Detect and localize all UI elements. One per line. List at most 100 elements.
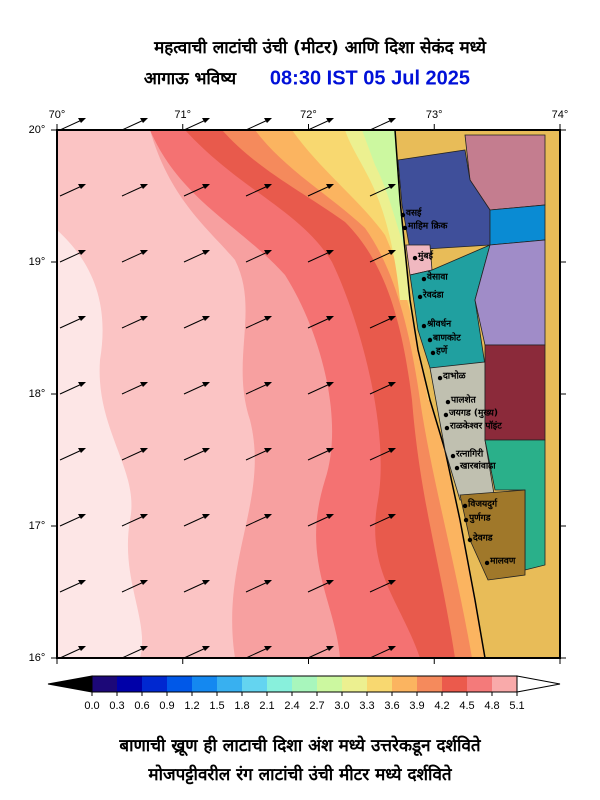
- wind-arrow-head: [78, 580, 86, 585]
- colorbar-swatch: [217, 676, 242, 692]
- wind-arrow-head: [202, 316, 210, 321]
- colorbar-swatch: [492, 676, 517, 692]
- wind-arrow-head: [264, 316, 272, 321]
- place-label: मुंबई: [417, 250, 434, 262]
- wind-arrow-head: [264, 184, 272, 189]
- colorbar-swatch: [392, 676, 417, 692]
- wind-arrow-head: [202, 184, 210, 189]
- wind-arrow-head: [388, 580, 396, 585]
- lat-tick-label: 19°: [29, 256, 46, 268]
- district: [459, 489, 526, 581]
- place-label: रत्नागिरी: [455, 448, 484, 460]
- colorbar-swatch: [417, 676, 442, 692]
- wind-arrow-head: [388, 250, 396, 255]
- lon-tick-label: 70°: [49, 109, 66, 121]
- wind-arrow-head: [202, 646, 210, 651]
- place-label: वसई: [405, 207, 423, 219]
- colorbar-tick-label: 3.9: [409, 700, 424, 712]
- wind-arrow-head: [78, 184, 86, 189]
- colorbar-under: [47, 675, 93, 693]
- lat-tick-label: 17°: [29, 520, 46, 532]
- colorbar-tick-label: 0.6: [134, 700, 149, 712]
- place-label: खारबांवाढा: [459, 461, 496, 472]
- contour: [222, 130, 485, 658]
- wind-arrow-head: [388, 184, 396, 189]
- colorbar-tick-label: 3.3: [359, 700, 374, 712]
- wind-arrow-head: [264, 382, 272, 387]
- place-marker: [463, 517, 469, 523]
- district: [409, 244, 491, 369]
- wind-arrow-head: [78, 250, 86, 255]
- wind-arrow-head: [326, 250, 334, 255]
- contour: [362, 130, 405, 250]
- colorbar-tick-label: 3.6: [384, 700, 399, 712]
- place-label: जयगड (मुख्य): [448, 408, 498, 418]
- colorbar-tick-label: 0.0: [84, 700, 99, 712]
- wind-arrow-head: [264, 448, 272, 453]
- wind-arrow-head: [140, 316, 148, 321]
- colorbar-tick-label: 4.8: [484, 700, 499, 712]
- title: महत्वाची लाटांची उंची (मीटर) आणि दिशा से…: [153, 37, 487, 58]
- wind-arrow-head: [388, 382, 396, 387]
- colorbar-swatch: [442, 676, 467, 692]
- lat-tick-label: 20°: [29, 124, 46, 136]
- place-marker: [462, 503, 468, 509]
- subtitle: आगाऊ भविष्य: [144, 68, 237, 89]
- wind-arrow-head: [140, 118, 148, 123]
- colorbar-swatch: [367, 676, 392, 692]
- wind-arrow-head: [78, 382, 86, 387]
- lon-tick-label: 74°: [552, 109, 569, 121]
- map: [57, 130, 560, 658]
- place-marker: [421, 276, 427, 282]
- wind-arrow-head: [78, 316, 86, 321]
- wind-arrow-head: [264, 580, 272, 585]
- lat-tick-label: 18°: [29, 388, 46, 400]
- contour: [57, 230, 143, 658]
- wind-arrow-head: [388, 118, 396, 123]
- wind-arrows: [59, 118, 396, 659]
- wind-arrow-head: [388, 448, 396, 453]
- wind-arrow-head: [78, 118, 86, 123]
- colorbar-swatch: [92, 676, 117, 692]
- colorbar-tick-label: 0.3: [109, 700, 124, 712]
- place-marker: [427, 337, 433, 343]
- colorbar-tick-label: 5.1: [509, 700, 524, 712]
- lon-tick-label: 72°: [300, 109, 317, 121]
- wind-arrow-head: [264, 514, 272, 519]
- colorbar-tick-label: 0.9: [159, 700, 174, 712]
- place-marker: [421, 323, 427, 329]
- wind-arrow-head: [264, 118, 272, 123]
- wind-arrow-head: [326, 382, 334, 387]
- place-label: विजयदुर्ग: [467, 497, 498, 509]
- wind-arrow-head: [202, 580, 210, 585]
- colorbar-tick-label: 2.7: [309, 700, 324, 712]
- wind-arrow-head: [140, 514, 148, 519]
- wind-arrow-head: [140, 646, 148, 651]
- wind-arrow-head: [202, 382, 210, 387]
- wind-arrow-head: [264, 646, 272, 651]
- place-label: पालशेत: [450, 394, 477, 406]
- wind-arrow-head: [78, 448, 86, 453]
- wind-arrow-head: [326, 448, 334, 453]
- footer-line: मोजपट्टीवरील रंग लाटांची उंची मीटर मध्ये…: [147, 764, 452, 785]
- wind-arrow-head: [264, 250, 272, 255]
- colorbar-swatch: [117, 676, 142, 692]
- wind-arrow-head: [202, 448, 210, 453]
- place-marker: [400, 212, 406, 218]
- colorbar-swatch: [342, 676, 367, 692]
- colorbar-tick-label: 1.5: [209, 700, 224, 712]
- wind-arrow-head: [140, 448, 148, 453]
- colorbar-tick-label: 4.5: [459, 700, 474, 712]
- place-marker: [430, 350, 436, 356]
- footer-line: बाणाची ख्रूण ही लाटाची दिशा अंश मध्ये उत…: [118, 735, 481, 757]
- colorbar-swatch: [142, 676, 167, 692]
- colorbar-tick-label: 3.0: [334, 700, 349, 712]
- place-marker: [484, 560, 490, 566]
- wind-arrow-head: [388, 514, 396, 519]
- lat-tick-label: 16°: [29, 652, 46, 664]
- place-label: पुर्णगड: [468, 512, 492, 524]
- place-label: राळकेश्वर पॉइंट: [449, 420, 502, 432]
- district: [489, 204, 546, 246]
